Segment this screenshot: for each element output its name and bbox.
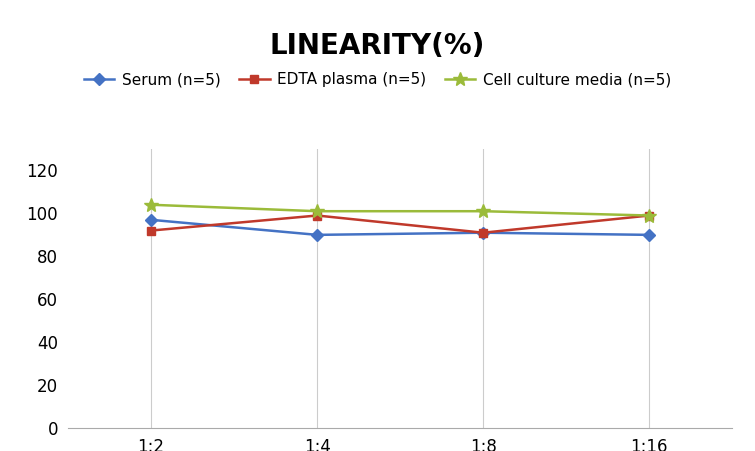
Serum (n=5) (645, 232, 654, 238)
Line: Cell culture media (n=5): Cell culture media (n=5) (144, 198, 656, 222)
EDTA plasma (n=5) (146, 228, 156, 233)
EDTA plasma (n=5) (645, 213, 654, 218)
EDTA plasma (n=5) (479, 230, 488, 235)
Cell culture media (n=5) (479, 208, 488, 214)
Cell culture media (n=5) (645, 213, 654, 218)
Legend: Serum (n=5), EDTA plasma (n=5), Cell culture media (n=5): Serum (n=5), EDTA plasma (n=5), Cell cul… (78, 66, 677, 93)
Serum (n=5) (479, 230, 488, 235)
Serum (n=5) (146, 217, 156, 222)
Cell culture media (n=5) (146, 202, 156, 207)
Line: EDTA plasma (n=5): EDTA plasma (n=5) (146, 212, 654, 237)
EDTA plasma (n=5) (313, 213, 322, 218)
Serum (n=5) (313, 232, 322, 238)
Text: LINEARITY(%): LINEARITY(%) (270, 32, 485, 60)
Cell culture media (n=5) (313, 208, 322, 214)
Line: Serum (n=5): Serum (n=5) (146, 216, 654, 239)
